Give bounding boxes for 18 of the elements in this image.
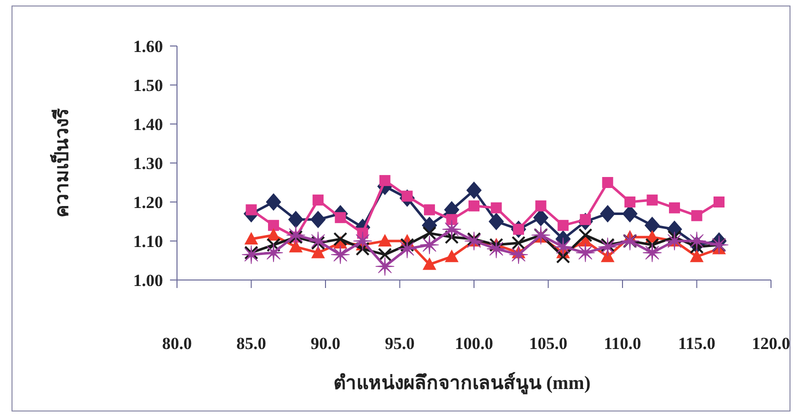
y-tick-label: 1.00: [133, 271, 163, 290]
x-tick-label: 95.0: [384, 334, 415, 353]
x-tick-label: 120.0: [752, 334, 790, 353]
y-tick-label: 1.50: [133, 76, 163, 95]
x-tick-label: 105.0: [529, 334, 568, 353]
x-tick-label: 80.0: [162, 334, 192, 353]
y-tick-label: 1.40: [133, 115, 163, 134]
x-tick-label: 115.0: [678, 334, 716, 353]
x-axis-title: ตำแหน่งผลึกจากเลนส์นูน (mm): [333, 372, 591, 395]
x-tick-label: 85.0: [236, 334, 266, 353]
y-axis-title: ความเป็นวงรี: [49, 108, 73, 218]
y-tick-label: 1.20: [133, 193, 163, 212]
y-tick-label: 1.30: [133, 154, 163, 173]
y-tick-label: 1.60: [133, 37, 163, 56]
x-tick-label: 100.0: [454, 334, 494, 353]
x-tick-label: 110.0: [604, 334, 642, 353]
x-tick-label: 90.0: [310, 334, 340, 353]
y-tick-label: 1.10: [133, 232, 163, 251]
